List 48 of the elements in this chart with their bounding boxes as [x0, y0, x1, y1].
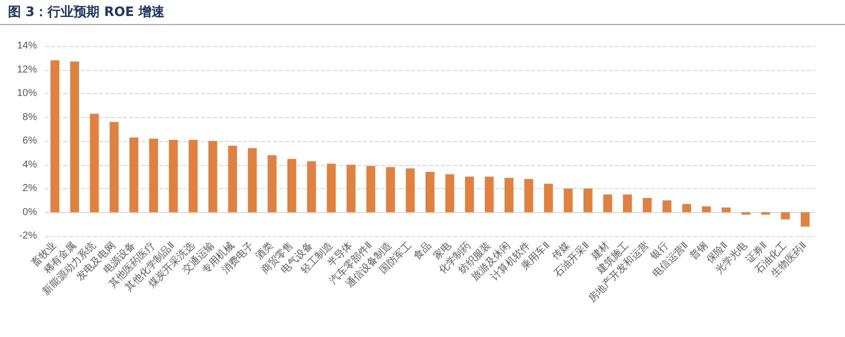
bar	[248, 148, 257, 212]
y-tick-label: 2%	[22, 183, 38, 194]
y-tick-label: 6%	[22, 136, 38, 146]
bar	[564, 188, 573, 212]
bar	[780, 212, 790, 220]
bar	[366, 166, 376, 212]
bar	[682, 204, 692, 212]
bar	[326, 164, 336, 212]
y-tick-label: 8%	[22, 112, 38, 123]
bar	[642, 198, 652, 212]
bar	[168, 140, 178, 212]
bar	[268, 155, 276, 212]
bar	[465, 176, 474, 212]
x-tick-label: 食品	[411, 239, 434, 262]
bar	[445, 174, 454, 212]
bar	[70, 61, 80, 212]
bar	[702, 206, 711, 212]
y-tick-label: 0%	[22, 206, 38, 218]
bar	[524, 179, 534, 212]
bar	[188, 140, 198, 212]
bar	[406, 168, 415, 212]
y-tick-label: 14%	[16, 40, 38, 52]
bar	[800, 212, 810, 226]
bar	[662, 200, 672, 212]
bar	[208, 141, 218, 212]
bar	[149, 138, 158, 212]
bar	[50, 60, 60, 212]
bar	[484, 176, 494, 212]
bar	[228, 146, 238, 212]
bar	[90, 114, 99, 212]
chart-title: 图 3：行业预期 ROE 增速	[8, 4, 165, 21]
bar	[584, 188, 592, 212]
bar	[426, 172, 434, 212]
bar	[544, 184, 553, 212]
bar	[504, 178, 514, 212]
bar	[307, 161, 316, 212]
y-tick-label: 10%	[16, 88, 38, 99]
bar	[622, 194, 632, 212]
bar	[110, 122, 119, 212]
bar	[287, 158, 296, 212]
bar	[346, 164, 356, 212]
y-tick-label: 4%	[22, 159, 38, 170]
y-tick-label: 12%	[16, 64, 38, 76]
y-tick-label: -2%	[19, 230, 38, 242]
bar	[722, 208, 731, 212]
bar	[603, 194, 612, 212]
bar	[129, 137, 138, 212]
bar	[386, 167, 395, 212]
